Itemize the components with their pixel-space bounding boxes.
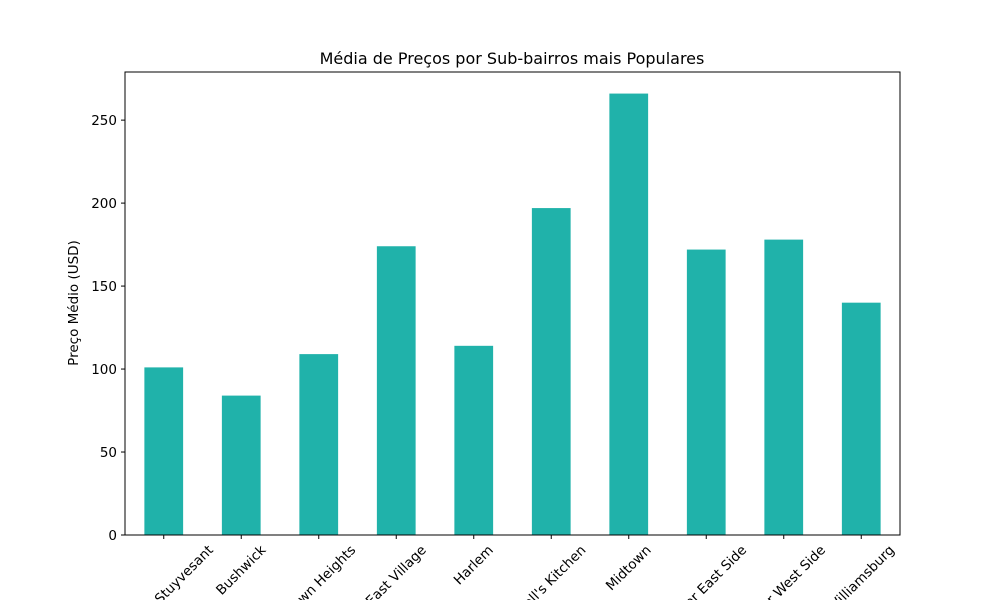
y-tick-label: 50	[100, 445, 117, 461]
y-tick-label: 100	[91, 362, 117, 378]
bar	[376, 246, 416, 535]
bar	[144, 367, 184, 535]
x-tick-label: Hell's Kitchen	[513, 542, 589, 600]
x-tick-label: Upper West Side	[739, 542, 829, 600]
bar	[686, 249, 726, 535]
x-tick-label: East Village	[363, 542, 430, 600]
bar	[609, 93, 649, 535]
bar	[841, 302, 881, 535]
bar	[454, 345, 494, 535]
x-tick-label: Midtown	[603, 542, 655, 594]
bar	[299, 354, 339, 535]
y-axis-label: Preço Médio (USD)	[66, 240, 82, 366]
chart-title: Média de Preços por Sub-bairros mais Pop…	[320, 49, 705, 68]
plot-frame	[124, 71, 901, 536]
bar	[764, 239, 804, 535]
y-tick-label: 250	[91, 113, 117, 129]
x-tick-label: Bushwick	[213, 542, 269, 598]
bar	[531, 208, 571, 535]
x-tick-label: Upper East Side	[662, 542, 750, 600]
x-tick-label: Williamsburg	[825, 542, 898, 600]
x-tick-label: Crown Heights	[278, 542, 359, 600]
y-tick-label: 0	[108, 528, 117, 544]
y-tick-label: 200	[91, 196, 117, 212]
x-tick-label: Harlem	[451, 542, 497, 588]
bar	[221, 395, 261, 535]
x-tick-label: Bedford-Stuyvesant	[111, 542, 217, 600]
y-tick-label: 150	[91, 279, 117, 295]
